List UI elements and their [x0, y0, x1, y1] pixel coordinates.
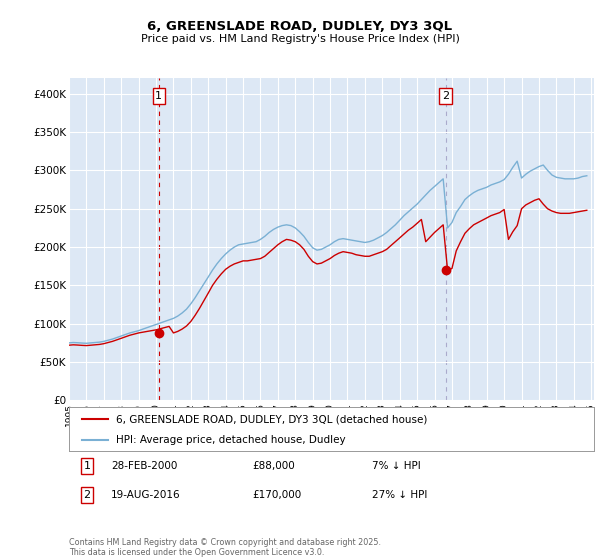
- Text: 27% ↓ HPI: 27% ↓ HPI: [372, 490, 427, 500]
- Text: 28-FEB-2000: 28-FEB-2000: [111, 461, 178, 471]
- Text: 6, GREENSLADE ROAD, DUDLEY, DY3 3QL (detached house): 6, GREENSLADE ROAD, DUDLEY, DY3 3QL (det…: [116, 414, 428, 424]
- Text: 1: 1: [155, 91, 162, 101]
- Text: 1: 1: [83, 461, 91, 471]
- Text: Price paid vs. HM Land Registry's House Price Index (HPI): Price paid vs. HM Land Registry's House …: [140, 34, 460, 44]
- Text: HPI: Average price, detached house, Dudley: HPI: Average price, detached house, Dudl…: [116, 435, 346, 445]
- Text: Contains HM Land Registry data © Crown copyright and database right 2025.
This d: Contains HM Land Registry data © Crown c…: [69, 538, 381, 557]
- Text: £88,000: £88,000: [252, 461, 295, 471]
- Text: 19-AUG-2016: 19-AUG-2016: [111, 490, 181, 500]
- Text: 7% ↓ HPI: 7% ↓ HPI: [372, 461, 421, 471]
- Text: 2: 2: [83, 490, 91, 500]
- Text: 6, GREENSLADE ROAD, DUDLEY, DY3 3QL: 6, GREENSLADE ROAD, DUDLEY, DY3 3QL: [148, 20, 452, 32]
- Text: £170,000: £170,000: [252, 490, 301, 500]
- Text: 2: 2: [442, 91, 449, 101]
